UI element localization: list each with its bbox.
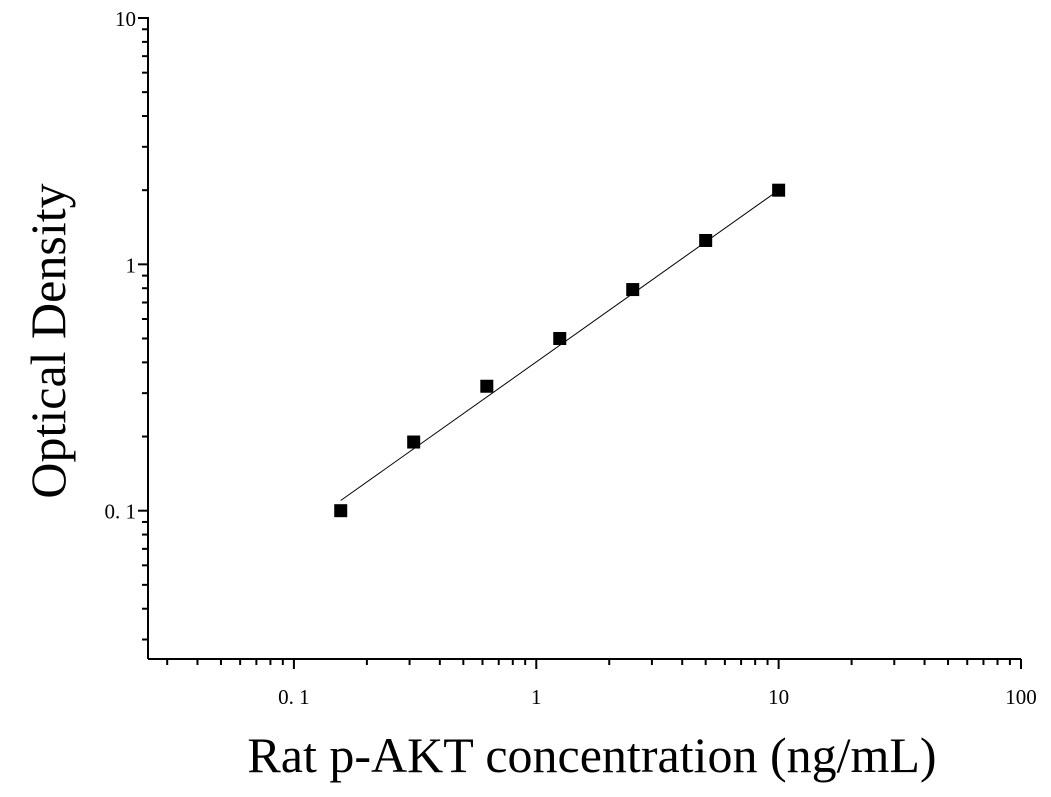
axes — [147, 17, 1021, 660]
data-point — [480, 379, 494, 393]
data-point — [407, 435, 421, 449]
data-points — [334, 183, 786, 518]
y-axis-title: Optical Density — [20, 183, 76, 498]
ticks — [138, 17, 1022, 669]
x-tick-label: 100 — [1005, 685, 1037, 709]
data-point — [553, 332, 567, 345]
y-tick-label: 0. 1 — [105, 500, 137, 524]
x-tick-label: 1 — [531, 685, 542, 709]
data-point — [699, 233, 713, 247]
fit-line — [340, 189, 779, 501]
x-tick-label: 0. 1 — [278, 685, 310, 709]
x-axis-title: Rat p-AKT concentration (ng/mL) — [247, 727, 936, 783]
y-tick-label: 10 — [115, 7, 136, 31]
x-tick-label: 10 — [768, 685, 789, 709]
y-tick-label: 1 — [126, 253, 137, 277]
data-point — [334, 504, 348, 518]
data-point — [772, 183, 786, 197]
tick-labels: 0. 1 1 10 100 0. 1 1 10 — [105, 7, 1037, 709]
data-point — [626, 283, 640, 297]
fit-line-group — [340, 189, 779, 501]
